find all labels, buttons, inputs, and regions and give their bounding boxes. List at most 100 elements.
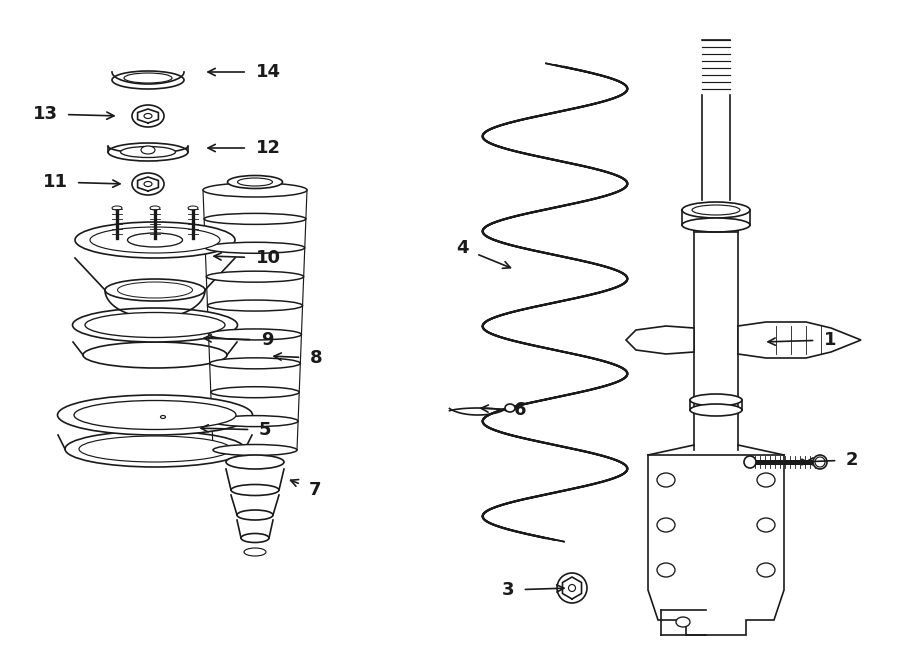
Polygon shape <box>554 488 575 492</box>
Polygon shape <box>503 120 519 124</box>
Polygon shape <box>577 70 596 74</box>
Polygon shape <box>488 126 498 130</box>
Polygon shape <box>615 284 624 288</box>
Polygon shape <box>573 295 592 299</box>
Polygon shape <box>556 203 577 207</box>
Polygon shape <box>482 423 488 427</box>
Polygon shape <box>546 159 567 163</box>
Polygon shape <box>483 130 489 134</box>
Polygon shape <box>595 100 610 104</box>
Polygon shape <box>484 235 491 239</box>
Polygon shape <box>522 496 542 500</box>
Polygon shape <box>482 418 485 422</box>
Polygon shape <box>530 494 550 498</box>
Polygon shape <box>528 304 548 308</box>
Polygon shape <box>510 150 528 154</box>
Polygon shape <box>592 196 608 199</box>
Polygon shape <box>533 493 553 497</box>
Polygon shape <box>621 471 626 475</box>
Polygon shape <box>548 205 569 209</box>
Polygon shape <box>624 89 627 93</box>
Polygon shape <box>592 100 608 104</box>
Polygon shape <box>483 510 488 514</box>
Polygon shape <box>567 258 587 262</box>
Polygon shape <box>482 516 484 520</box>
Polygon shape <box>562 447 582 451</box>
Polygon shape <box>541 491 562 495</box>
Ellipse shape <box>505 404 515 412</box>
Polygon shape <box>505 120 522 124</box>
Polygon shape <box>530 399 551 403</box>
Polygon shape <box>499 217 514 221</box>
Polygon shape <box>496 503 510 506</box>
Polygon shape <box>485 128 493 132</box>
Ellipse shape <box>744 456 756 468</box>
Polygon shape <box>483 320 490 323</box>
Polygon shape <box>620 177 626 180</box>
Polygon shape <box>610 475 621 479</box>
Polygon shape <box>624 464 627 468</box>
Text: 13: 13 <box>32 105 114 123</box>
Polygon shape <box>525 400 544 404</box>
Polygon shape <box>526 305 545 309</box>
Polygon shape <box>482 512 485 516</box>
Polygon shape <box>580 71 598 74</box>
Polygon shape <box>568 201 588 204</box>
Polygon shape <box>606 457 618 461</box>
Polygon shape <box>616 284 625 287</box>
Polygon shape <box>507 339 524 343</box>
Polygon shape <box>536 302 557 306</box>
Polygon shape <box>620 186 626 190</box>
Polygon shape <box>482 233 488 237</box>
Polygon shape <box>605 287 618 291</box>
Polygon shape <box>544 158 564 162</box>
Polygon shape <box>484 235 492 239</box>
Polygon shape <box>482 231 484 234</box>
Polygon shape <box>495 408 508 412</box>
Polygon shape <box>586 292 604 295</box>
Ellipse shape <box>65 431 245 467</box>
Polygon shape <box>590 385 608 389</box>
Polygon shape <box>485 331 494 334</box>
Polygon shape <box>562 352 582 356</box>
Polygon shape <box>622 186 627 190</box>
Polygon shape <box>563 486 583 490</box>
Polygon shape <box>542 301 562 305</box>
Polygon shape <box>557 65 578 69</box>
Polygon shape <box>619 367 626 370</box>
Polygon shape <box>593 385 609 389</box>
Polygon shape <box>596 385 611 388</box>
Polygon shape <box>515 247 534 251</box>
Polygon shape <box>482 322 486 326</box>
Polygon shape <box>503 528 520 532</box>
Polygon shape <box>482 133 484 137</box>
Polygon shape <box>582 483 600 486</box>
Polygon shape <box>583 166 601 170</box>
Polygon shape <box>549 64 570 68</box>
Polygon shape <box>609 458 621 462</box>
Polygon shape <box>523 305 543 309</box>
Polygon shape <box>482 229 483 233</box>
Polygon shape <box>623 280 627 284</box>
Polygon shape <box>549 159 571 163</box>
Polygon shape <box>626 373 627 376</box>
Polygon shape <box>622 91 627 95</box>
Polygon shape <box>511 436 530 440</box>
Polygon shape <box>526 344 545 348</box>
Polygon shape <box>569 106 588 110</box>
Polygon shape <box>482 422 487 426</box>
Polygon shape <box>610 78 621 82</box>
Polygon shape <box>512 118 530 122</box>
Polygon shape <box>585 482 603 486</box>
Polygon shape <box>574 104 593 108</box>
Polygon shape <box>485 330 492 334</box>
Polygon shape <box>577 104 596 108</box>
Polygon shape <box>491 125 504 128</box>
Polygon shape <box>491 524 504 528</box>
Polygon shape <box>617 378 626 381</box>
Polygon shape <box>621 376 627 380</box>
Polygon shape <box>502 338 519 342</box>
Polygon shape <box>738 322 861 358</box>
Polygon shape <box>626 85 627 89</box>
Polygon shape <box>595 479 611 483</box>
